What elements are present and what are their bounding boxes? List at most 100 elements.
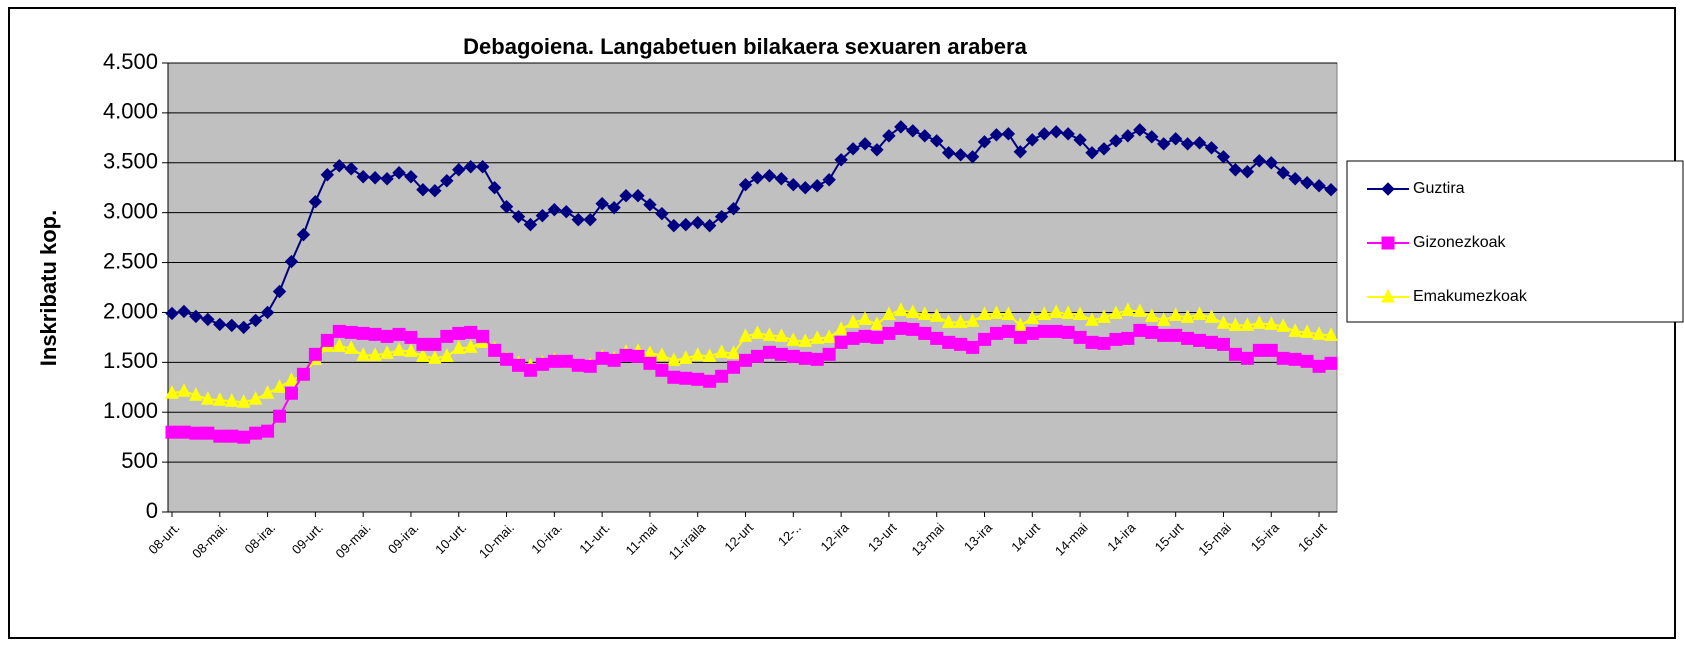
marker [1073, 306, 1087, 320]
marker [882, 326, 896, 340]
marker [224, 393, 239, 407]
marker [320, 333, 334, 347]
marker [1073, 133, 1087, 147]
marker [906, 124, 920, 138]
legend-label: Emakumezkoak [1413, 288, 1528, 305]
marker [965, 313, 980, 327]
marker [870, 143, 884, 157]
marker [487, 181, 502, 195]
marker [177, 304, 191, 319]
marker [1324, 327, 1338, 341]
marker [631, 349, 645, 363]
marker [918, 326, 932, 340]
marker [1001, 324, 1015, 338]
marker [177, 383, 191, 397]
marker [1025, 133, 1039, 147]
marker [189, 426, 203, 440]
marker [1252, 315, 1267, 329]
marker [356, 347, 370, 361]
marker [679, 371, 693, 385]
marker [702, 348, 717, 362]
marker [882, 306, 896, 320]
marker [1264, 343, 1278, 357]
marker [953, 314, 968, 328]
marker [440, 329, 454, 343]
marker [1324, 356, 1338, 370]
marker [929, 308, 944, 322]
marker [452, 163, 466, 177]
marker [739, 353, 753, 367]
marker [1013, 330, 1027, 344]
marker [822, 347, 836, 361]
marker [714, 344, 729, 358]
marker [918, 129, 932, 143]
marker [762, 345, 776, 359]
marker [1276, 318, 1291, 332]
marker [786, 332, 801, 346]
marker [1109, 134, 1123, 148]
marker [966, 340, 980, 354]
marker [858, 329, 872, 343]
marker [452, 326, 466, 340]
marker [165, 425, 179, 439]
marker [1181, 331, 1195, 345]
marker [284, 386, 298, 400]
marker [392, 342, 406, 356]
series-markers [165, 321, 1338, 444]
marker [451, 340, 466, 354]
marker [941, 146, 956, 160]
marker [870, 316, 884, 330]
marker [738, 328, 753, 342]
plot-area [167, 62, 1338, 513]
marker [607, 200, 621, 215]
y-tick-label: 1.000 [103, 398, 158, 423]
marker [392, 327, 406, 341]
marker [1169, 328, 1183, 342]
y-tick-label: 0 [146, 498, 158, 523]
marker [1013, 317, 1028, 331]
marker [1001, 306, 1016, 320]
marker [619, 188, 633, 203]
marker [511, 209, 526, 224]
marker [977, 332, 991, 346]
marker [368, 347, 382, 361]
marker [332, 324, 346, 338]
marker [332, 159, 346, 173]
marker [1228, 163, 1243, 177]
marker [273, 409, 287, 423]
marker [679, 217, 693, 232]
marker [762, 327, 777, 341]
marker [643, 356, 657, 370]
marker [344, 325, 358, 339]
marker [1324, 183, 1338, 197]
marker [1288, 323, 1302, 337]
marker [213, 317, 227, 332]
marker [607, 353, 621, 367]
marker [1085, 335, 1099, 349]
marker [320, 168, 335, 182]
marker [655, 347, 669, 361]
marker [404, 330, 418, 344]
marker [834, 321, 848, 335]
marker [678, 350, 693, 364]
marker [547, 354, 561, 368]
marker [1264, 156, 1278, 170]
marker [249, 426, 263, 440]
marker [1109, 305, 1123, 319]
marker [416, 183, 430, 197]
marker [189, 387, 203, 401]
marker [260, 305, 275, 320]
marker [1144, 308, 1159, 322]
marker [690, 347, 705, 361]
marker [906, 322, 920, 336]
marker [1025, 310, 1040, 324]
marker [930, 331, 944, 345]
marker [846, 331, 860, 345]
marker [499, 199, 514, 214]
marker [1264, 316, 1279, 330]
marker [201, 312, 215, 327]
marker [1121, 129, 1135, 143]
marker [1192, 136, 1207, 150]
marker [248, 391, 263, 405]
